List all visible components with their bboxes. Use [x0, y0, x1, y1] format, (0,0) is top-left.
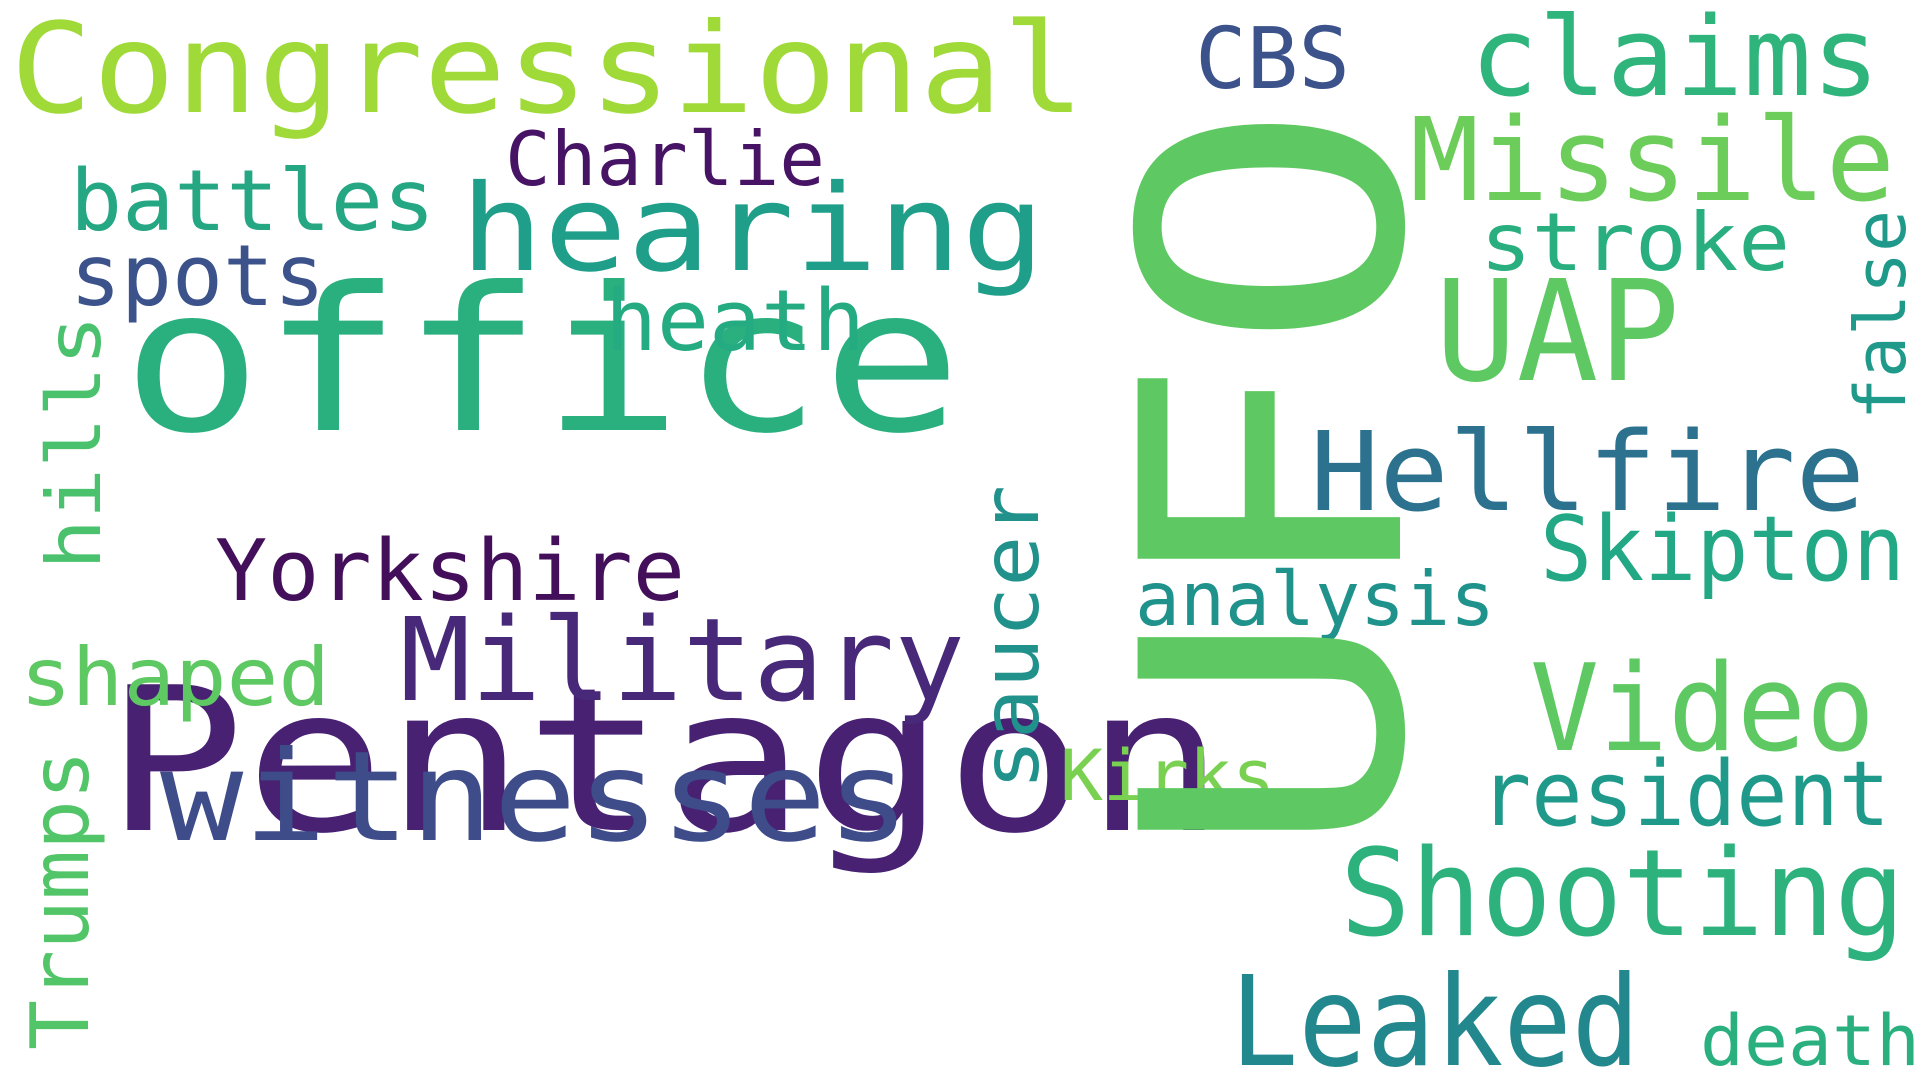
- word-stroke: stroke: [1480, 196, 1790, 289]
- word-death: death: [1700, 1000, 1920, 1080]
- word-saucer: saucer: [967, 485, 1057, 790]
- word-hellfire: Hellfire: [1310, 408, 1865, 536]
- word-battles: battles: [70, 152, 435, 251]
- word-shaped: shaped: [20, 631, 330, 724]
- word-analysis: analysis: [1135, 555, 1495, 643]
- word-yorkshire: Yorkshire: [215, 522, 685, 621]
- word-missile: Missile: [1410, 94, 1895, 228]
- word-spots: spots: [70, 227, 325, 326]
- word-uap: UAP: [1435, 251, 1680, 414]
- word-congressional: Congressional: [10, 0, 1085, 142]
- word-false: false: [1840, 210, 1920, 420]
- word-hills: hills: [30, 315, 118, 570]
- word-leaked: Leaked: [1230, 950, 1640, 1080]
- word-charlie: Charlie: [505, 115, 825, 203]
- word-heath: heath: [605, 272, 865, 371]
- word-pentagon: Pentagon: [105, 645, 1225, 878]
- word-video: Video: [1530, 640, 1875, 779]
- word-kirks: Kirks: [1060, 735, 1275, 817]
- word-office: office: [122, 245, 962, 478]
- word-shooting: Shooting: [1340, 825, 1905, 964]
- word-cbs: CBS: [1195, 10, 1350, 109]
- word-hearing: hearing: [460, 160, 1045, 299]
- word-claims: claims: [1470, 0, 1880, 121]
- word-military: Military: [400, 594, 965, 728]
- word-witnesses-display: witnesses: [160, 725, 910, 870]
- word-ufo: UFO: [1066, 100, 1485, 860]
- word-skipton: Skipton: [1540, 497, 1905, 602]
- word-resident: resident: [1480, 742, 1890, 847]
- word-trumps: Trumps: [14, 750, 107, 1050]
